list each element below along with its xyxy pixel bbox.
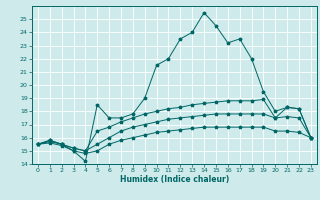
X-axis label: Humidex (Indice chaleur): Humidex (Indice chaleur) [120,175,229,184]
